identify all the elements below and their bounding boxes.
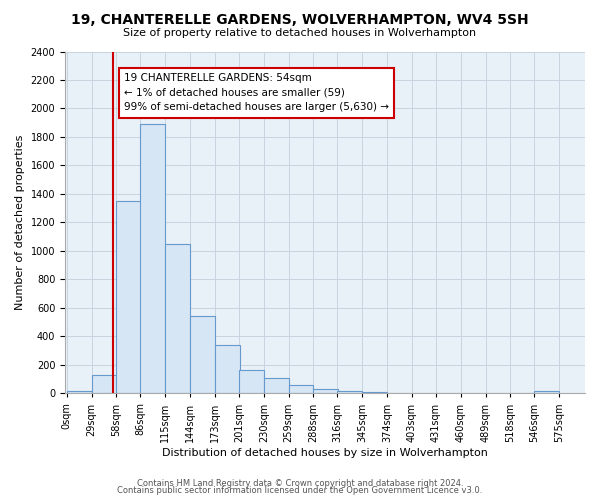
Bar: [337, 390, 362, 394]
Bar: [313, 389, 338, 394]
Bar: [190, 316, 215, 394]
Y-axis label: Number of detached properties: Number of detached properties: [15, 135, 25, 310]
Bar: [140, 124, 165, 394]
Text: 19, CHANTERELLE GARDENS, WOLVERHAMPTON, WV4 5SH: 19, CHANTERELLE GARDENS, WOLVERHAMPTON, …: [71, 12, 529, 26]
Bar: [362, 392, 387, 394]
Bar: [264, 378, 289, 394]
Text: 19 CHANTERELLE GARDENS: 54sqm
← 1% of detached houses are smaller (59)
99% of se: 19 CHANTERELLE GARDENS: 54sqm ← 1% of de…: [124, 73, 389, 112]
Bar: [165, 244, 190, 394]
Bar: [67, 390, 92, 394]
Bar: [92, 375, 116, 394]
Bar: [289, 385, 313, 394]
Bar: [535, 392, 559, 394]
Bar: [215, 345, 240, 394]
Bar: [116, 201, 141, 394]
Text: Size of property relative to detached houses in Wolverhampton: Size of property relative to detached ho…: [124, 28, 476, 38]
Bar: [387, 392, 412, 394]
Text: Contains public sector information licensed under the Open Government Licence v3: Contains public sector information licen…: [118, 486, 482, 495]
Bar: [239, 370, 264, 394]
Text: Contains HM Land Registry data © Crown copyright and database right 2024.: Contains HM Land Registry data © Crown c…: [137, 478, 463, 488]
X-axis label: Distribution of detached houses by size in Wolverhampton: Distribution of detached houses by size …: [162, 448, 488, 458]
